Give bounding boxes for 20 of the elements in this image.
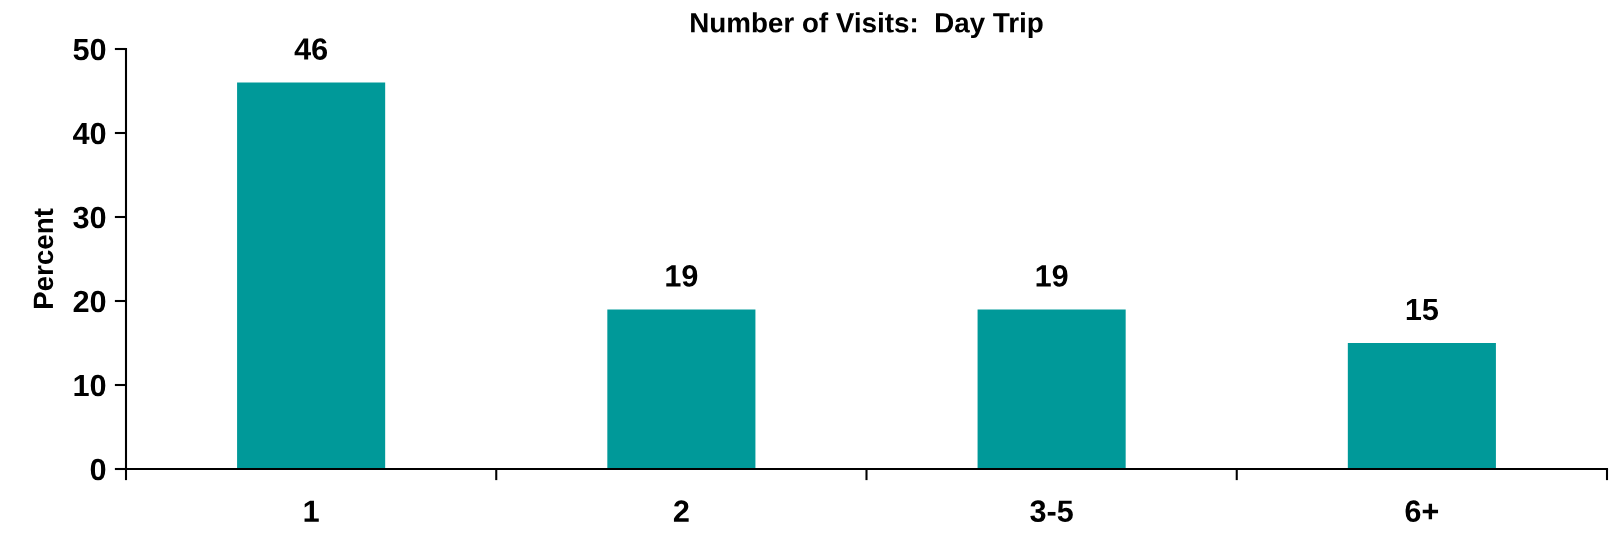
y-tick-label: 30	[73, 206, 106, 229]
x-tick-label: 2	[673, 500, 689, 522]
data-label: 19	[1036, 265, 1068, 287]
x-tick-label: 3-5	[1030, 500, 1073, 523]
x-tick-label: 6+	[1405, 500, 1439, 522]
x-tick-label: 1	[304, 500, 319, 522]
bar	[237, 82, 386, 469]
y-tick-label: 40	[73, 122, 106, 145]
data-label: 19	[666, 265, 698, 287]
bar	[1347, 343, 1496, 469]
y-tick-label: 50	[73, 38, 106, 61]
y-axis-title: Percent	[33, 208, 54, 309]
y-tick-label: 0	[90, 458, 106, 481]
bar	[977, 309, 1126, 469]
data-label: 46	[294, 38, 328, 60]
data-label: 15	[1406, 298, 1439, 321]
y-tick-label: 10	[74, 374, 106, 397]
bar	[607, 309, 756, 469]
y-tick-label: 20	[73, 290, 106, 313]
chart-title: Number of Visits: Day Trip	[691, 12, 1043, 39]
